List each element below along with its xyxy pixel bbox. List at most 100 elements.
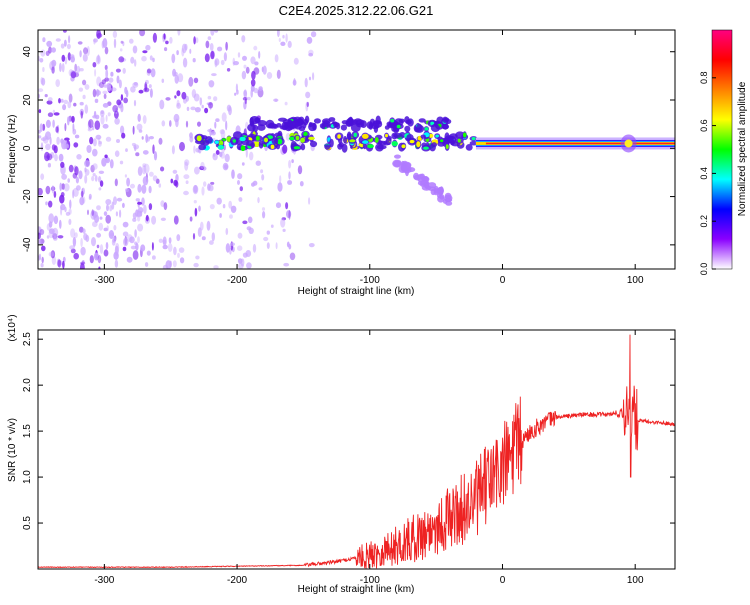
noise-blob [308, 197, 311, 205]
branch-blob [375, 143, 384, 152]
noise-blob [88, 193, 92, 199]
noise-blob [195, 255, 200, 260]
noise-blob [116, 75, 120, 84]
branch-core [255, 135, 260, 141]
branch-blob [322, 118, 331, 125]
branch-blob [417, 173, 425, 183]
noise-blob [82, 94, 86, 100]
noise-blob [195, 37, 199, 44]
noise-blob [217, 46, 223, 52]
noise-blob [45, 119, 51, 128]
noise-blob [91, 237, 96, 247]
noise-blob [210, 131, 216, 136]
noise-blob [110, 87, 117, 92]
noise-blob [211, 232, 215, 242]
noise-blob [143, 204, 147, 214]
branch-core [390, 118, 395, 123]
noise-blob [260, 169, 264, 174]
noise-blob [245, 250, 252, 257]
noise-blob [169, 260, 172, 268]
noise-blob [173, 215, 179, 225]
noise-blob [176, 99, 180, 107]
noise-blob [47, 97, 53, 102]
noise-blob [193, 185, 198, 194]
noise-blob [210, 30, 215, 36]
colorbar-tick-label: 0.6 [699, 119, 709, 132]
branch-core [445, 144, 449, 150]
noise-blob [38, 232, 41, 240]
noise-blob [149, 136, 154, 140]
branch-blob [345, 118, 355, 127]
noise-blob [116, 197, 123, 202]
noise-blob [102, 103, 109, 108]
noise-blob [80, 110, 84, 119]
noise-blob [94, 214, 100, 223]
noise-blob [53, 145, 58, 154]
branch-core [401, 144, 406, 149]
noise-blob [63, 183, 70, 192]
noise-blob [133, 99, 137, 107]
noise-blob [98, 140, 102, 145]
noise-blob [243, 64, 247, 69]
noise-blob [174, 74, 179, 84]
branch-blob [257, 124, 266, 131]
noise-blob [91, 175, 95, 182]
noise-blob [115, 68, 121, 73]
noise-blob [79, 101, 84, 106]
noise-blob [48, 213, 54, 224]
noise-blob [96, 90, 101, 96]
noise-blob [193, 200, 197, 204]
noise-blob [79, 226, 84, 233]
noise-blob [83, 47, 88, 55]
noise-blob [92, 148, 98, 157]
noise-blob [252, 243, 257, 253]
noise-blob [58, 153, 64, 162]
noise-blob [205, 40, 210, 49]
noise-blob [203, 181, 207, 187]
noise-blob [262, 65, 267, 75]
noise-blob [109, 159, 114, 169]
noise-blob [63, 99, 69, 105]
branch-blob [420, 134, 426, 139]
noise-blob [102, 123, 109, 129]
noise-blob [206, 220, 211, 231]
noise-blob [198, 205, 201, 212]
spectrogram-y-axis-label: Frequency (Hz) [7, 115, 18, 184]
noise-blob [102, 90, 108, 95]
noise-blob [137, 183, 142, 193]
noise-blob [123, 97, 128, 104]
spectrogram-y-tick-label: -40 [22, 237, 33, 252]
noise-blob [266, 230, 270, 235]
noise-blob [238, 197, 243, 202]
noise-blob [192, 184, 199, 195]
noise-blob [138, 89, 144, 94]
noise-blob [277, 182, 283, 192]
noise-blob [152, 57, 155, 63]
noise-blob [164, 47, 168, 52]
branch-blob [313, 118, 321, 124]
noise-blob [165, 40, 169, 45]
branch-blob [394, 154, 401, 159]
noise-blob [42, 67, 45, 72]
noise-blob [72, 189, 75, 199]
noise-blob [67, 52, 71, 61]
noise-blob [215, 118, 220, 122]
noise-blob [177, 30, 181, 36]
noise-blob [171, 53, 176, 64]
noise-blob [99, 180, 104, 187]
noise-blob [53, 236, 58, 241]
noise-blob [55, 126, 59, 133]
noise-blob [297, 165, 303, 175]
noise-blob [210, 181, 215, 185]
snr-y-multiplier: (x10⁴) [7, 314, 18, 341]
snr-y-tick-label: 1.0 [22, 470, 33, 484]
noise-blob [193, 77, 199, 84]
noise-blob [72, 236, 77, 247]
noise-blob [53, 190, 57, 198]
noise-blob [104, 154, 108, 159]
branch-blob [282, 119, 292, 125]
noise-blob [214, 121, 217, 129]
noise-blob [145, 214, 149, 222]
snr-x-tick-label: 0 [500, 575, 506, 586]
colorbar-tick-label: 0.4 [699, 167, 709, 180]
